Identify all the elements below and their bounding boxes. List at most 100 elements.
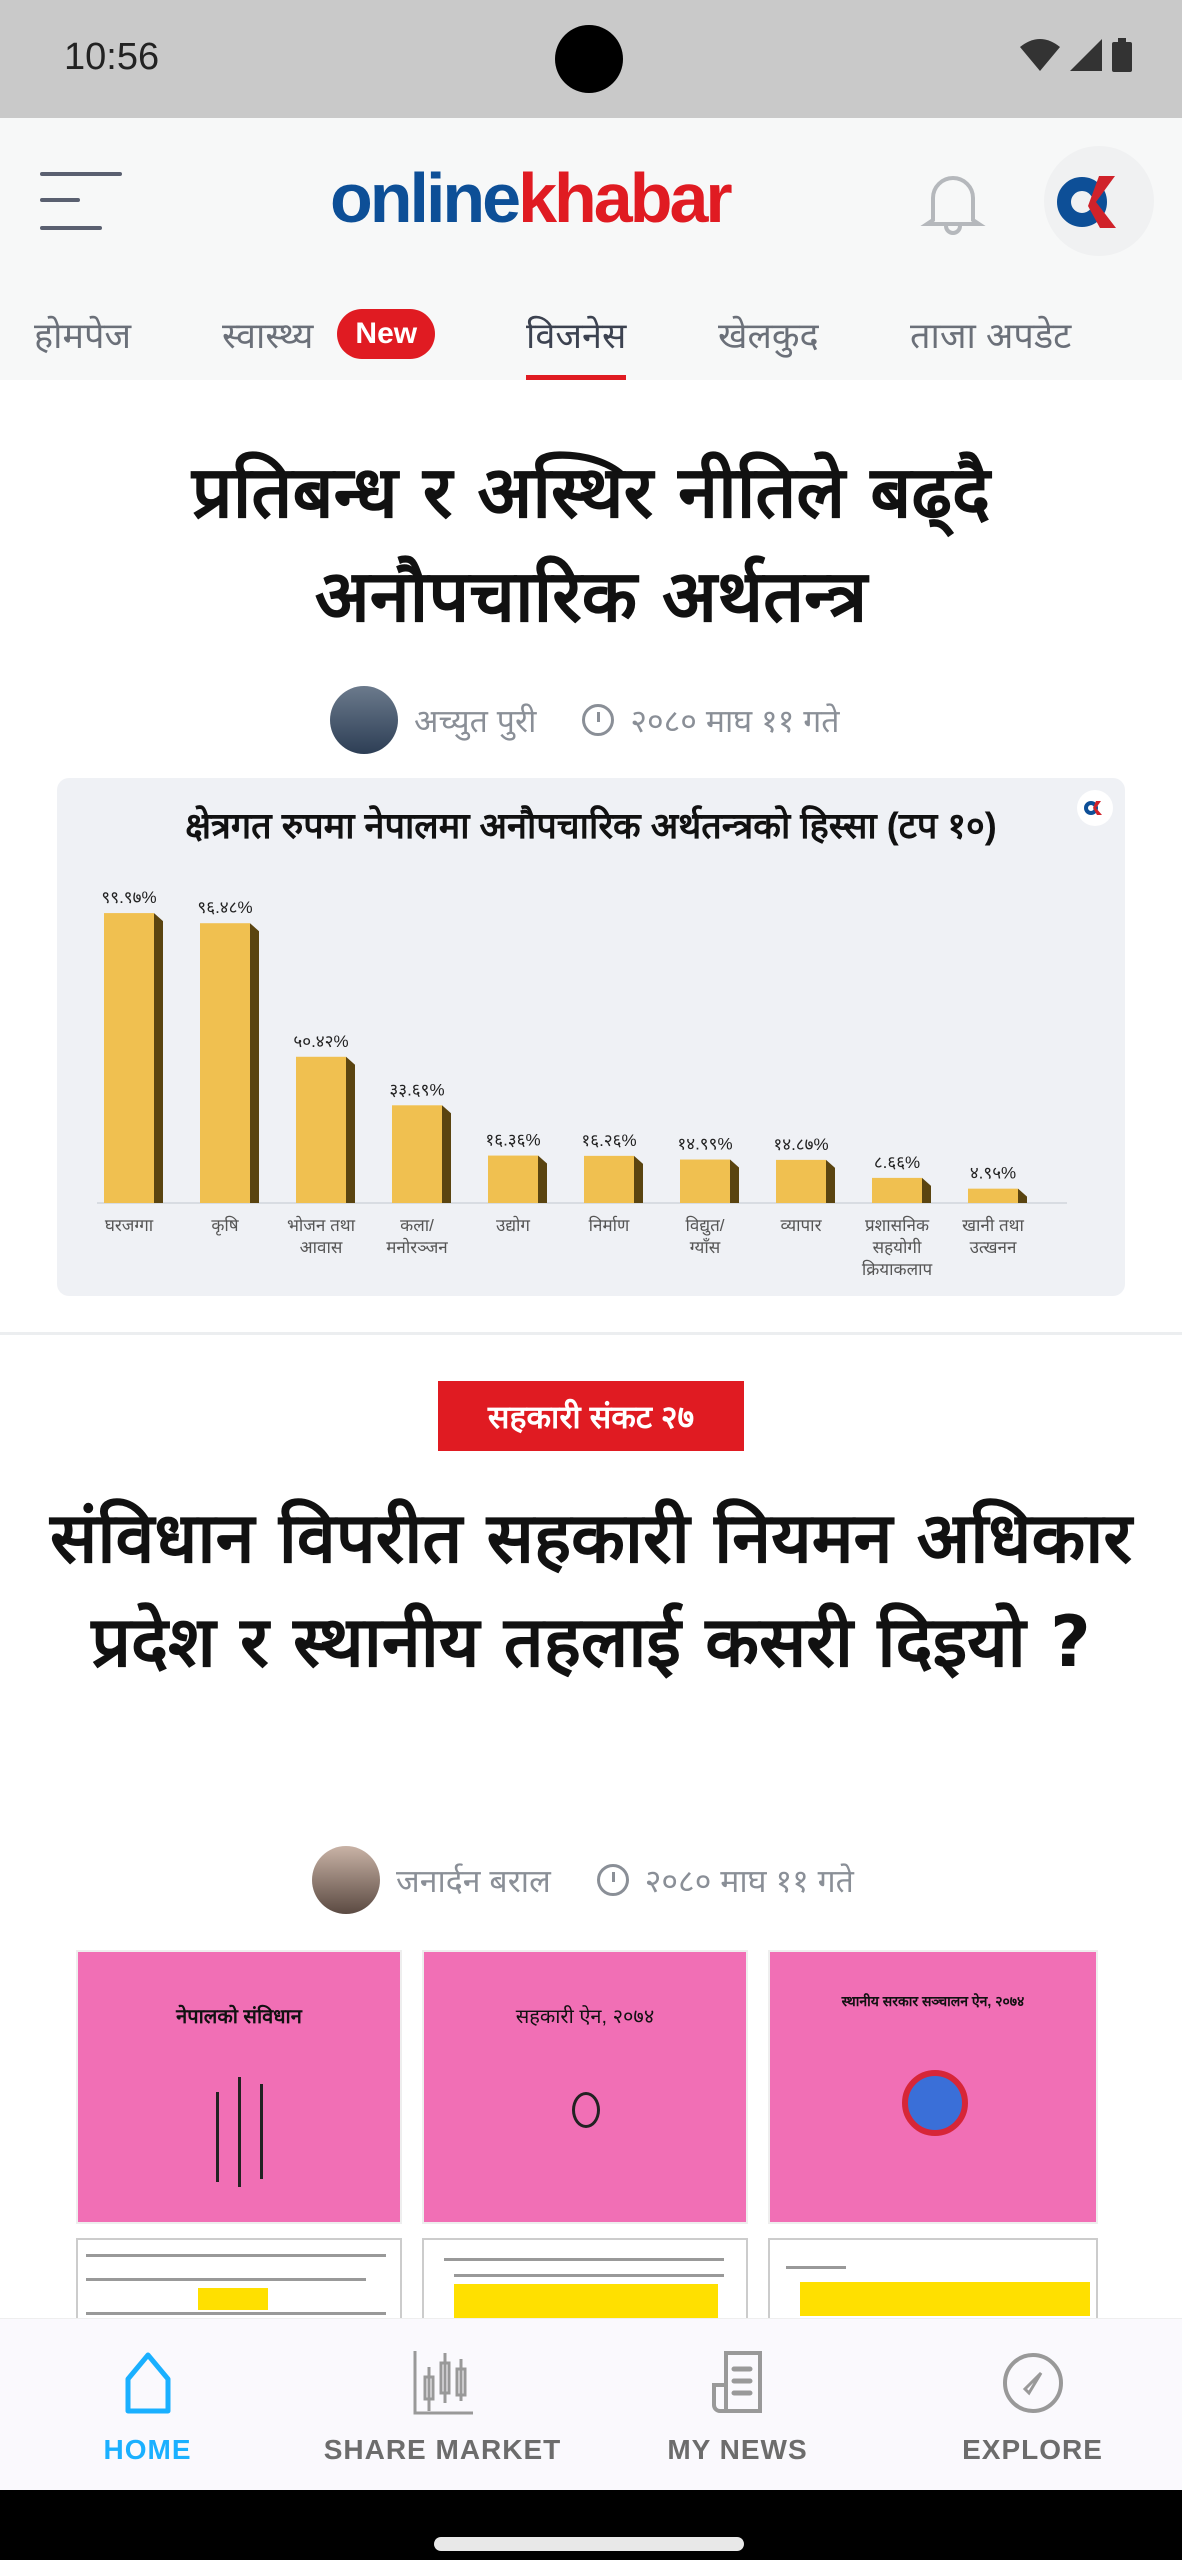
bar-side bbox=[250, 923, 259, 1203]
category-label: आवास bbox=[300, 1238, 343, 1257]
category-label: ग्याँस bbox=[690, 1237, 721, 1257]
bar bbox=[968, 1188, 1018, 1203]
new-badge: New bbox=[337, 309, 436, 359]
bar-side bbox=[346, 1056, 355, 1203]
bar-side bbox=[1018, 1188, 1027, 1203]
clock-icon bbox=[582, 704, 615, 736]
nav-my-news[interactable]: MY NEWS bbox=[590, 2319, 885, 2491]
bar-value-label: १६.३६% bbox=[485, 1131, 540, 1150]
document-excerpt bbox=[768, 2238, 1098, 2328]
tab-latest[interactable]: ताजा अपडेट bbox=[910, 314, 1072, 356]
divider bbox=[0, 1332, 1182, 1335]
ok-profile-button[interactable] bbox=[1044, 146, 1154, 256]
bar-side bbox=[634, 1155, 643, 1203]
author-avatar bbox=[330, 686, 398, 754]
document-excerpt bbox=[422, 2238, 748, 2328]
category-label: खानी तथा bbox=[962, 1215, 1024, 1235]
camera-cutout bbox=[555, 25, 623, 93]
category-label: उद्योग bbox=[496, 1215, 530, 1235]
bar-value-label: १४.८७% bbox=[773, 1135, 828, 1154]
bottom-navigation: HOME SHARE MARKET MY NEWS EXPLORE bbox=[0, 2318, 1182, 2490]
category-label: कृषि bbox=[211, 1215, 239, 1236]
bar bbox=[680, 1159, 730, 1203]
ok-logo-icon bbox=[1057, 176, 1116, 228]
notification-bell-icon[interactable] bbox=[918, 168, 988, 238]
bar-side bbox=[922, 1177, 931, 1203]
bar-value-label: ५०.४२% bbox=[293, 1032, 348, 1051]
bar-value-label: ३३.६९% bbox=[389, 1080, 444, 1099]
bar-side bbox=[154, 913, 163, 1203]
bar-value-label: ८.६६% bbox=[874, 1153, 920, 1172]
publish-date: २०८० माघ ११ गते bbox=[644, 1862, 854, 1899]
category-label: व्यापार bbox=[780, 1216, 822, 1235]
home-gesture-handle[interactable] bbox=[434, 2537, 744, 2551]
nav-explore[interactable]: EXPLORE bbox=[885, 2319, 1180, 2491]
bar-value-label: ९९.९७% bbox=[101, 888, 156, 907]
battery-icon bbox=[1112, 38, 1132, 72]
newspaper-icon bbox=[711, 2351, 762, 2413]
bar-side bbox=[730, 1159, 739, 1203]
author-name[interactable]: जनार्दन बराल bbox=[396, 1862, 551, 1899]
bar-side bbox=[442, 1105, 451, 1203]
bar-chart: ९९.९७% घरजग्गा ९६.४८% कृषि ५०.४२% भोजन तथा आवा… bbox=[97, 888, 1067, 1279]
tab-homepage[interactable]: होमपेज bbox=[34, 314, 132, 356]
bar bbox=[584, 1155, 634, 1203]
status-time: 10:56 bbox=[64, 36, 160, 78]
category-label: विद्युत/ bbox=[686, 1215, 725, 1236]
bar bbox=[200, 923, 250, 1203]
article-title[interactable]: प्रतिबन्ध र अस्थिर नीतिले बढ्दै अनौपचारि… bbox=[191, 450, 991, 638]
category-label: प्रशासनिक bbox=[865, 1215, 930, 1235]
constitution-cover: नेपालको संविधान bbox=[76, 1950, 402, 2224]
category-label: कला/ bbox=[400, 1216, 434, 1235]
candlestick-chart-icon bbox=[413, 2351, 473, 2415]
article-byline: जनार्दन बराल २०८० माघ ११ गते bbox=[312, 1846, 854, 1914]
chart-title: क्षेत्रगत रुपमा नेपालमा अनौपचारिक अर्थतन… bbox=[185, 805, 997, 846]
tab-business[interactable]: विजनेस bbox=[526, 288, 627, 380]
category-badge[interactable]: सहकारी संकट २७ bbox=[438, 1381, 744, 1451]
bar bbox=[296, 1056, 346, 1203]
clock-icon bbox=[596, 1864, 629, 1896]
bar bbox=[872, 1177, 922, 1203]
bar-value-label: ९६.४८% bbox=[197, 898, 252, 917]
category-tabs: होमपेज स्वास्थ्य New विजनेस खेलकुद ताजा अ… bbox=[0, 288, 1182, 380]
author-avatar bbox=[312, 1846, 380, 1914]
nav-share-market[interactable]: SHARE MARKET bbox=[295, 2319, 590, 2491]
compass-icon bbox=[1002, 2353, 1063, 2413]
bar-value-label: १४.९९% bbox=[677, 1135, 732, 1154]
bar bbox=[392, 1105, 442, 1203]
local-govt-act-cover: स्थानीय सरकार सञ्चालन ऐन, २०७४ bbox=[768, 1950, 1098, 2224]
status-bar: 10:56 bbox=[0, 0, 1182, 118]
chart-image[interactable]: क्षेत्रगत रुपमा नेपालमा अनौपचारिक अर्थतन… bbox=[57, 778, 1125, 1296]
status-icons bbox=[1020, 38, 1132, 72]
bar-value-label: १६.२६% bbox=[581, 1131, 636, 1150]
document-excerpt bbox=[76, 2238, 402, 2328]
signal-icon bbox=[1070, 39, 1102, 71]
home-icon bbox=[125, 2352, 170, 2414]
tab-sports[interactable]: खेलकुद bbox=[718, 314, 819, 356]
bar bbox=[776, 1159, 826, 1203]
category-label: मनोरञ्जन bbox=[386, 1237, 448, 1257]
article-byline: अच्युत पुरी २०८० माघ ११ गते bbox=[330, 686, 839, 754]
app-header: onlinekhabar होमपेज स्वास्थ्य New विजनेस … bbox=[0, 118, 1182, 380]
bar bbox=[488, 1155, 538, 1203]
category-label: क्रियाकलाप bbox=[862, 1259, 933, 1279]
article-title[interactable]: संविधान विपरीत सहकारी नियमन अधिकार प्रदे… bbox=[50, 1497, 1132, 1683]
category-label: उत्खनन bbox=[970, 1238, 1017, 1257]
category-label: सहयोगी bbox=[873, 1237, 922, 1257]
publish-date: २०८० माघ ११ गते bbox=[630, 702, 840, 739]
category-label: निर्माण bbox=[589, 1215, 630, 1235]
bar-side bbox=[538, 1155, 547, 1203]
menu-button[interactable] bbox=[40, 170, 122, 230]
bar-value-label: ४.९५% bbox=[970, 1164, 1016, 1183]
category-label: घरजग्गा bbox=[105, 1216, 154, 1235]
wifi-icon bbox=[1020, 39, 1060, 71]
category-label: भोजन तथा bbox=[287, 1215, 356, 1235]
bar-side bbox=[826, 1159, 835, 1203]
author-name[interactable]: अच्युत पुरी bbox=[414, 702, 537, 739]
nav-home[interactable]: HOME bbox=[0, 2319, 295, 2491]
tab-health[interactable]: स्वास्थ्य New bbox=[222, 288, 436, 380]
chart-ok-logo-icon bbox=[1077, 790, 1113, 826]
logo[interactable]: onlinekhabar bbox=[330, 159, 733, 237]
cooperative-act-cover: सहकारी ऐन, २०७४ bbox=[422, 1950, 748, 2224]
bar bbox=[104, 913, 154, 1203]
